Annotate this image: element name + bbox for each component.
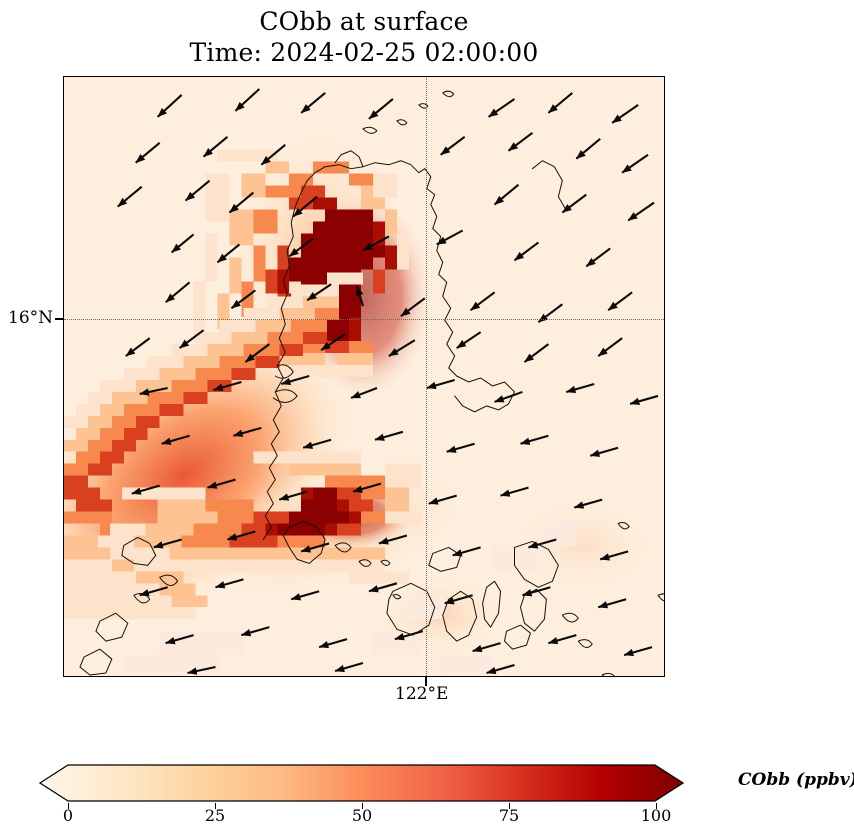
colorbar-tick-labels: 0 25 50 75 100 xyxy=(0,806,720,830)
title-block: CObb at surface Time: 2024-02-25 02:00:0… xyxy=(0,6,728,68)
colorbar-ticklabel-0: 0 xyxy=(62,806,74,825)
colorbar-ticklabel-75: 75 xyxy=(498,806,520,825)
longitude-tick-label: 122°E xyxy=(395,684,449,704)
latitude-tick-label: 16°N xyxy=(8,308,54,328)
colorbar-ticklabel-100: 100 xyxy=(640,806,672,825)
colorbar-tick-100 xyxy=(656,803,657,809)
colorbar-label: CObb (ppbv) xyxy=(738,770,854,790)
colorbar-ticklabel-50: 50 xyxy=(351,806,373,825)
colorbar-gradient-bar xyxy=(38,764,684,802)
map-axes xyxy=(63,76,665,677)
map-canvas xyxy=(64,77,664,676)
colorbar-tick-50 xyxy=(362,803,363,809)
colorbar[interactable] xyxy=(38,763,684,803)
coastline-layer xyxy=(79,90,664,676)
gridline-lon-122e xyxy=(426,77,427,676)
colorbar-tick-25 xyxy=(215,803,216,809)
page-title: CObb at surface xyxy=(259,7,469,36)
chart-subtitle: Time: 2024-02-25 02:00:00 xyxy=(189,38,539,67)
colorbar-ticklabel-25: 25 xyxy=(204,806,226,825)
tick-lat-16n xyxy=(55,318,64,320)
tick-lon-122e xyxy=(425,677,427,686)
plume-grid-cells xyxy=(64,149,577,676)
colorbar-tick-75 xyxy=(509,803,510,809)
colorbar-tick-0 xyxy=(68,803,69,809)
gridline-lat-16n xyxy=(64,319,664,320)
wind-quiver-layer xyxy=(117,88,659,675)
